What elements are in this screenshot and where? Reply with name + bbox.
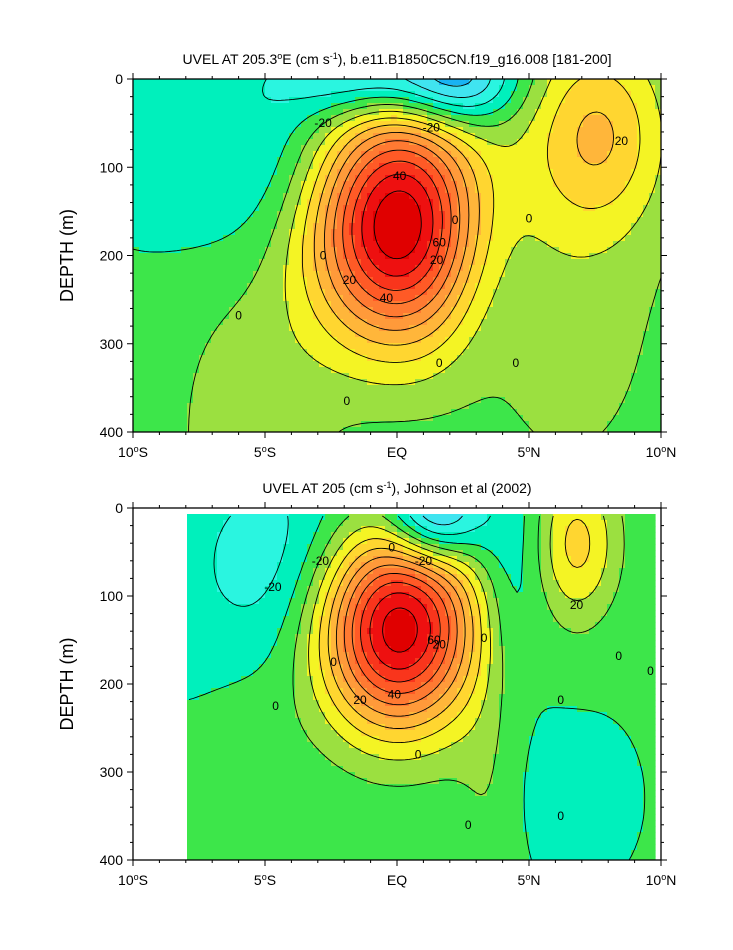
contour-label: 40: [380, 291, 394, 305]
contour-label: 0: [436, 356, 443, 370]
contour-label: 20: [353, 693, 367, 707]
contour-label: 0: [481, 631, 488, 645]
contour-label: 40: [393, 169, 407, 183]
contour-label: 0: [388, 541, 395, 555]
y-tick-label: 300: [100, 336, 124, 352]
contour-label: -20: [312, 554, 330, 568]
contour-label: 0: [235, 309, 242, 323]
x-tick-label: 10oS: [118, 872, 148, 888]
x-tick-label: 5oN: [518, 444, 541, 460]
contour-label: 20: [570, 598, 584, 612]
contour-label: 0: [415, 747, 422, 761]
contour-label: 0: [557, 693, 564, 707]
x-tick-label: EQ: [387, 444, 407, 460]
contour-label: 0: [526, 211, 533, 225]
contour-label: 20: [343, 273, 357, 287]
contour-label: -20: [314, 116, 332, 130]
contour-label: 20: [615, 134, 629, 148]
y-tick-label: 0: [115, 71, 123, 87]
x-tick-label: 5oS: [254, 444, 276, 460]
contour-label: 0: [320, 249, 327, 263]
y-tick-label: 100: [100, 159, 124, 175]
y-axis-label: DEPTH (m): [57, 209, 77, 302]
contour-label: 0: [647, 664, 654, 678]
x-tick-label: 5oS: [254, 872, 276, 888]
contour-label: 0: [512, 356, 519, 370]
contour-label: 0: [452, 213, 459, 227]
y-tick-label: 400: [100, 424, 124, 440]
contour-label: 60: [427, 633, 441, 647]
contour-label: -20: [415, 554, 433, 568]
y-tick-label: 300: [100, 764, 124, 780]
plot-area: -20 -20 40 60 20 20 40 0 20 0 0 0 0 0 0: [133, 79, 662, 435]
y-tick-label: 0: [115, 500, 123, 516]
x-tick-label: 10oN: [646, 444, 677, 460]
x-tick-label: 5oN: [518, 872, 541, 888]
chart-title: UVEL AT 205.3oE (cm s-1), b.e11.B1850C5C…: [183, 51, 612, 67]
contour-label: 0: [330, 655, 337, 669]
contour-label: 0: [557, 809, 564, 823]
x-tick-label: EQ: [387, 872, 407, 888]
contour-label: 20: [430, 253, 444, 267]
contour-label: 0: [343, 394, 350, 408]
contour-label: 0: [615, 649, 622, 663]
x-tick-label: 10oN: [646, 872, 677, 888]
contour-label: 0: [272, 699, 279, 713]
contour-label: 60: [433, 235, 447, 249]
y-axis-label: DEPTH (m): [57, 638, 77, 731]
y-tick-label: 200: [100, 676, 124, 692]
contour-label: -20: [264, 580, 282, 594]
contour-label: -20: [423, 121, 441, 135]
x-tick-label: 10oS: [118, 444, 148, 460]
chart-title: UVEL AT 205 (cm s-1), Johnson et al (200…: [262, 480, 531, 496]
y-tick-label: 200: [100, 248, 124, 264]
y-tick-label: 400: [100, 852, 124, 868]
y-tick-label: 100: [100, 588, 124, 604]
contour-label: 40: [388, 688, 402, 702]
contour-label: 0: [465, 818, 472, 832]
